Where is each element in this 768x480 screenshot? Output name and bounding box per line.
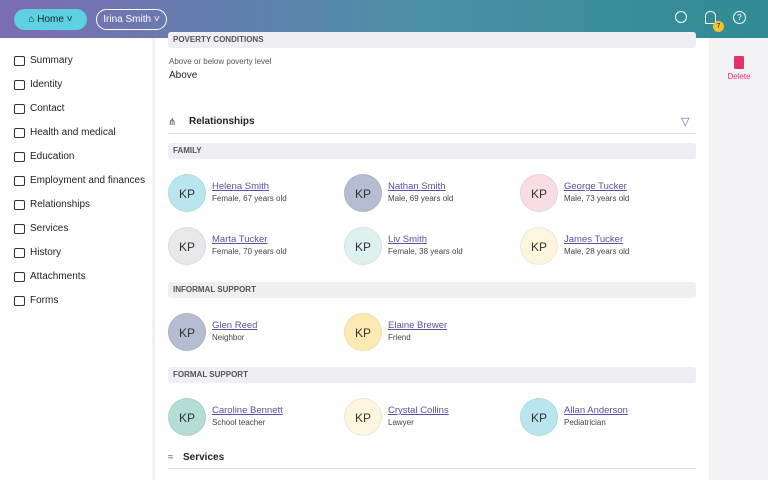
nav-item[interactable]: Employment and finances — [30, 175, 146, 186]
group-header: FORMAL SUPPORT — [168, 367, 696, 383]
person-name[interactable]: Elaine Brewer — [388, 320, 448, 331]
section-title: Relationships — [189, 116, 255, 127]
nav-icon — [14, 272, 25, 282]
nav-item[interactable]: Education — [30, 151, 75, 162]
person-name[interactable]: Helena Smith — [212, 181, 270, 192]
bell-icon[interactable] — [705, 11, 716, 24]
filter-icon[interactable]: ▽ — [681, 116, 690, 128]
nav-item[interactable]: Services — [30, 223, 69, 234]
group-header: FAMILY — [168, 143, 696, 159]
search-icon[interactable] — [675, 11, 687, 23]
nav-icon — [14, 80, 25, 90]
services-icon: ≈ — [168, 452, 174, 463]
nav-icon — [14, 248, 25, 258]
avatar: KP — [168, 227, 206, 265]
person-name[interactable]: Liv Smith — [388, 234, 428, 245]
nav-icon — [14, 176, 25, 186]
nav-item[interactable]: Identity — [30, 79, 63, 90]
nav-item[interactable]: Relationships — [30, 199, 91, 210]
person-detail: Male, 73 years old — [564, 194, 630, 203]
notification-badge: 7 — [713, 21, 724, 32]
avatar: KP — [520, 174, 558, 212]
person-detail: Male, 69 years old — [388, 194, 454, 203]
field-value: Above — [169, 70, 198, 81]
nav-item[interactable]: Forms — [30, 295, 59, 306]
top-bar: ⌂ Home ˅ Irina Smith ˅ 7 ? — [0, 0, 768, 38]
nav-icon — [14, 224, 25, 234]
person-name[interactable]: James Tucker — [564, 234, 624, 245]
avatar: KP — [344, 398, 382, 436]
person-name[interactable]: Caroline Bennett — [212, 405, 283, 416]
nav-item[interactable]: Summary — [30, 55, 73, 66]
delete-icon[interactable] — [734, 56, 744, 69]
nav-icon — [14, 128, 25, 138]
relationships-icon: ⋔ — [168, 117, 177, 128]
person-name[interactable]: George Tucker — [564, 181, 627, 192]
nav-icon — [14, 152, 25, 162]
nav-icon — [14, 104, 25, 114]
person-detail: Neighbor — [212, 333, 245, 342]
person-detail: School teacher — [212, 418, 266, 427]
user-name: Irina Smith — [103, 14, 152, 25]
nav-icon — [14, 200, 25, 210]
home-label: Home — [37, 14, 64, 25]
help-icon[interactable]: ? — [733, 11, 746, 24]
nav-item[interactable]: Contact — [30, 103, 65, 114]
person-detail: Pediatrician — [564, 418, 606, 427]
person-detail: Lawyer — [388, 418, 414, 427]
section-title: Services — [183, 452, 225, 463]
nav-item[interactable]: Health and medical — [30, 127, 116, 138]
avatar: KP — [344, 227, 382, 265]
person-detail: Friend — [388, 333, 411, 342]
person-name[interactable]: Crystal Collins — [388, 405, 449, 416]
home-button[interactable]: ⌂ Home ˅ — [14, 9, 87, 30]
avatar: KP — [168, 398, 206, 436]
field-label: Above or below poverty level — [169, 57, 272, 66]
person-name[interactable]: Allan Anderson — [564, 405, 628, 416]
avatar: KP — [168, 313, 206, 351]
sidebar — [0, 38, 152, 480]
divider — [168, 468, 696, 469]
person-detail: Female, 67 years old — [212, 194, 287, 203]
group-header: INFORMAL SUPPORT — [168, 282, 696, 298]
nav-icon — [14, 296, 25, 306]
nav-item[interactable]: Attachments — [30, 271, 86, 282]
section-header: POVERTY CONDITIONS — [168, 32, 696, 48]
person-detail: Female, 70 years old — [212, 247, 287, 256]
person-detail: Male, 28 years old — [564, 247, 630, 256]
person-name[interactable]: Nathan Smith — [388, 181, 446, 192]
delete-label[interactable]: Delete — [727, 72, 751, 81]
avatar: KP — [168, 174, 206, 212]
avatar: KP — [520, 398, 558, 436]
user-button[interactable]: Irina Smith ˅ — [96, 9, 167, 30]
divider — [168, 133, 696, 134]
person-detail: Female, 38 years old — [388, 247, 463, 256]
person-name[interactable]: Glen Reed — [212, 320, 258, 331]
content-panel — [155, 38, 709, 480]
nav-item[interactable]: History — [30, 247, 62, 258]
avatar: KP — [344, 313, 382, 351]
avatar: KP — [520, 227, 558, 265]
avatar: KP — [344, 174, 382, 212]
person-name[interactable]: Marta Tucker — [212, 234, 268, 245]
nav-icon — [14, 56, 25, 66]
